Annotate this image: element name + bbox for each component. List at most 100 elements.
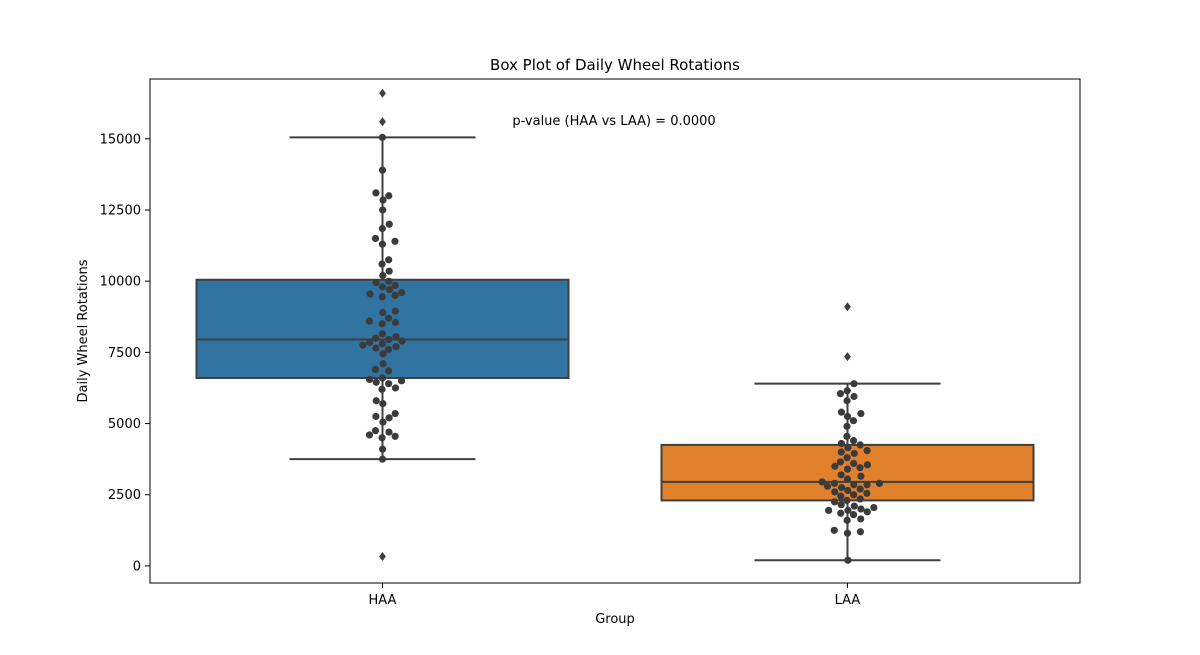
data-point (391, 291, 399, 300)
data-point (823, 482, 832, 490)
data-point (843, 465, 852, 473)
data-point (385, 267, 393, 275)
data-point (371, 234, 380, 243)
data-point (378, 320, 386, 328)
data-point (825, 506, 833, 514)
data-point (836, 458, 845, 466)
data-point (372, 412, 380, 421)
data-point (398, 337, 406, 345)
data-point (385, 192, 393, 200)
plot-frame (149, 78, 1081, 584)
data-point (849, 511, 858, 519)
data-point (398, 288, 406, 297)
data-point (850, 449, 858, 458)
data-point (372, 189, 380, 197)
data-point (863, 481, 871, 489)
data-point (831, 462, 839, 470)
data-point (391, 237, 399, 245)
data-point (378, 340, 387, 348)
x-tick-label-haa: HAA (369, 593, 397, 608)
data-point (844, 556, 852, 564)
data-point (843, 397, 851, 405)
data-point (378, 283, 387, 291)
data-point (379, 350, 387, 358)
data-point (371, 365, 380, 374)
data-point (372, 378, 380, 386)
data-point (379, 360, 387, 368)
data-point (379, 308, 387, 317)
data-point (391, 307, 399, 315)
data-point (857, 505, 865, 513)
data-point (378, 240, 387, 248)
data-point (856, 528, 864, 536)
data-point (843, 516, 851, 524)
data-point (837, 492, 845, 500)
outlier-marker (379, 117, 386, 127)
box-group-haa (195, 88, 570, 562)
data-point (379, 206, 387, 214)
data-point (366, 375, 374, 384)
data-point (830, 526, 838, 534)
data-point (843, 412, 852, 421)
data-point (836, 390, 845, 398)
data-point (379, 400, 387, 408)
data-point (831, 498, 839, 506)
data-point (391, 281, 399, 290)
data-point (391, 409, 399, 418)
data-point (391, 384, 400, 392)
p-value-annotation: p-value (HAA vs LAA) = 0.0000 (512, 114, 715, 129)
data-point (856, 464, 864, 472)
data-point (372, 278, 380, 287)
outlier-marker (379, 552, 386, 562)
data-point (378, 133, 387, 141)
x-axis-label: Group (595, 612, 635, 627)
data-point (372, 344, 380, 352)
data-point (843, 387, 851, 395)
data-point (843, 422, 851, 430)
data-point (849, 417, 858, 425)
data-point (366, 290, 374, 298)
data-point (379, 196, 387, 204)
data-point (870, 503, 878, 512)
data-point (378, 385, 386, 393)
data-point (378, 293, 386, 301)
data-point (863, 508, 871, 516)
data-point (371, 427, 380, 435)
y-tick-label: 10000 (100, 275, 141, 290)
data-point (378, 445, 387, 453)
data-point (385, 277, 393, 285)
data-point (392, 333, 400, 341)
data-point (359, 341, 367, 349)
data-point (850, 481, 858, 489)
data-point (365, 431, 374, 439)
data-point (365, 317, 373, 325)
data-point (372, 334, 380, 342)
data-point (837, 439, 846, 448)
data-point (378, 166, 387, 174)
data-point (857, 515, 865, 523)
data-point (850, 459, 858, 468)
box-group-laa (660, 302, 1035, 564)
data-point (391, 318, 400, 327)
data-point (863, 461, 872, 469)
data-point (378, 374, 387, 382)
data-point (856, 441, 864, 449)
data-point (844, 444, 852, 452)
x-axis: HAA LAA (369, 583, 860, 608)
data-point (843, 475, 852, 483)
data-point (856, 485, 864, 493)
data-point (378, 434, 386, 442)
data-point (850, 491, 858, 499)
outlier-marker (844, 352, 851, 362)
data-point (843, 529, 852, 537)
data-point (378, 330, 387, 338)
y-tick-label: 7500 (108, 346, 141, 361)
y-tick-label: 12500 (100, 203, 141, 218)
data-point (843, 496, 851, 505)
data-point (385, 220, 393, 228)
data-point (837, 501, 845, 509)
data-point (366, 338, 374, 346)
data-point (837, 484, 846, 492)
y-axis: 0 2500 5000 7500 10000 12500 15000 (100, 132, 150, 574)
